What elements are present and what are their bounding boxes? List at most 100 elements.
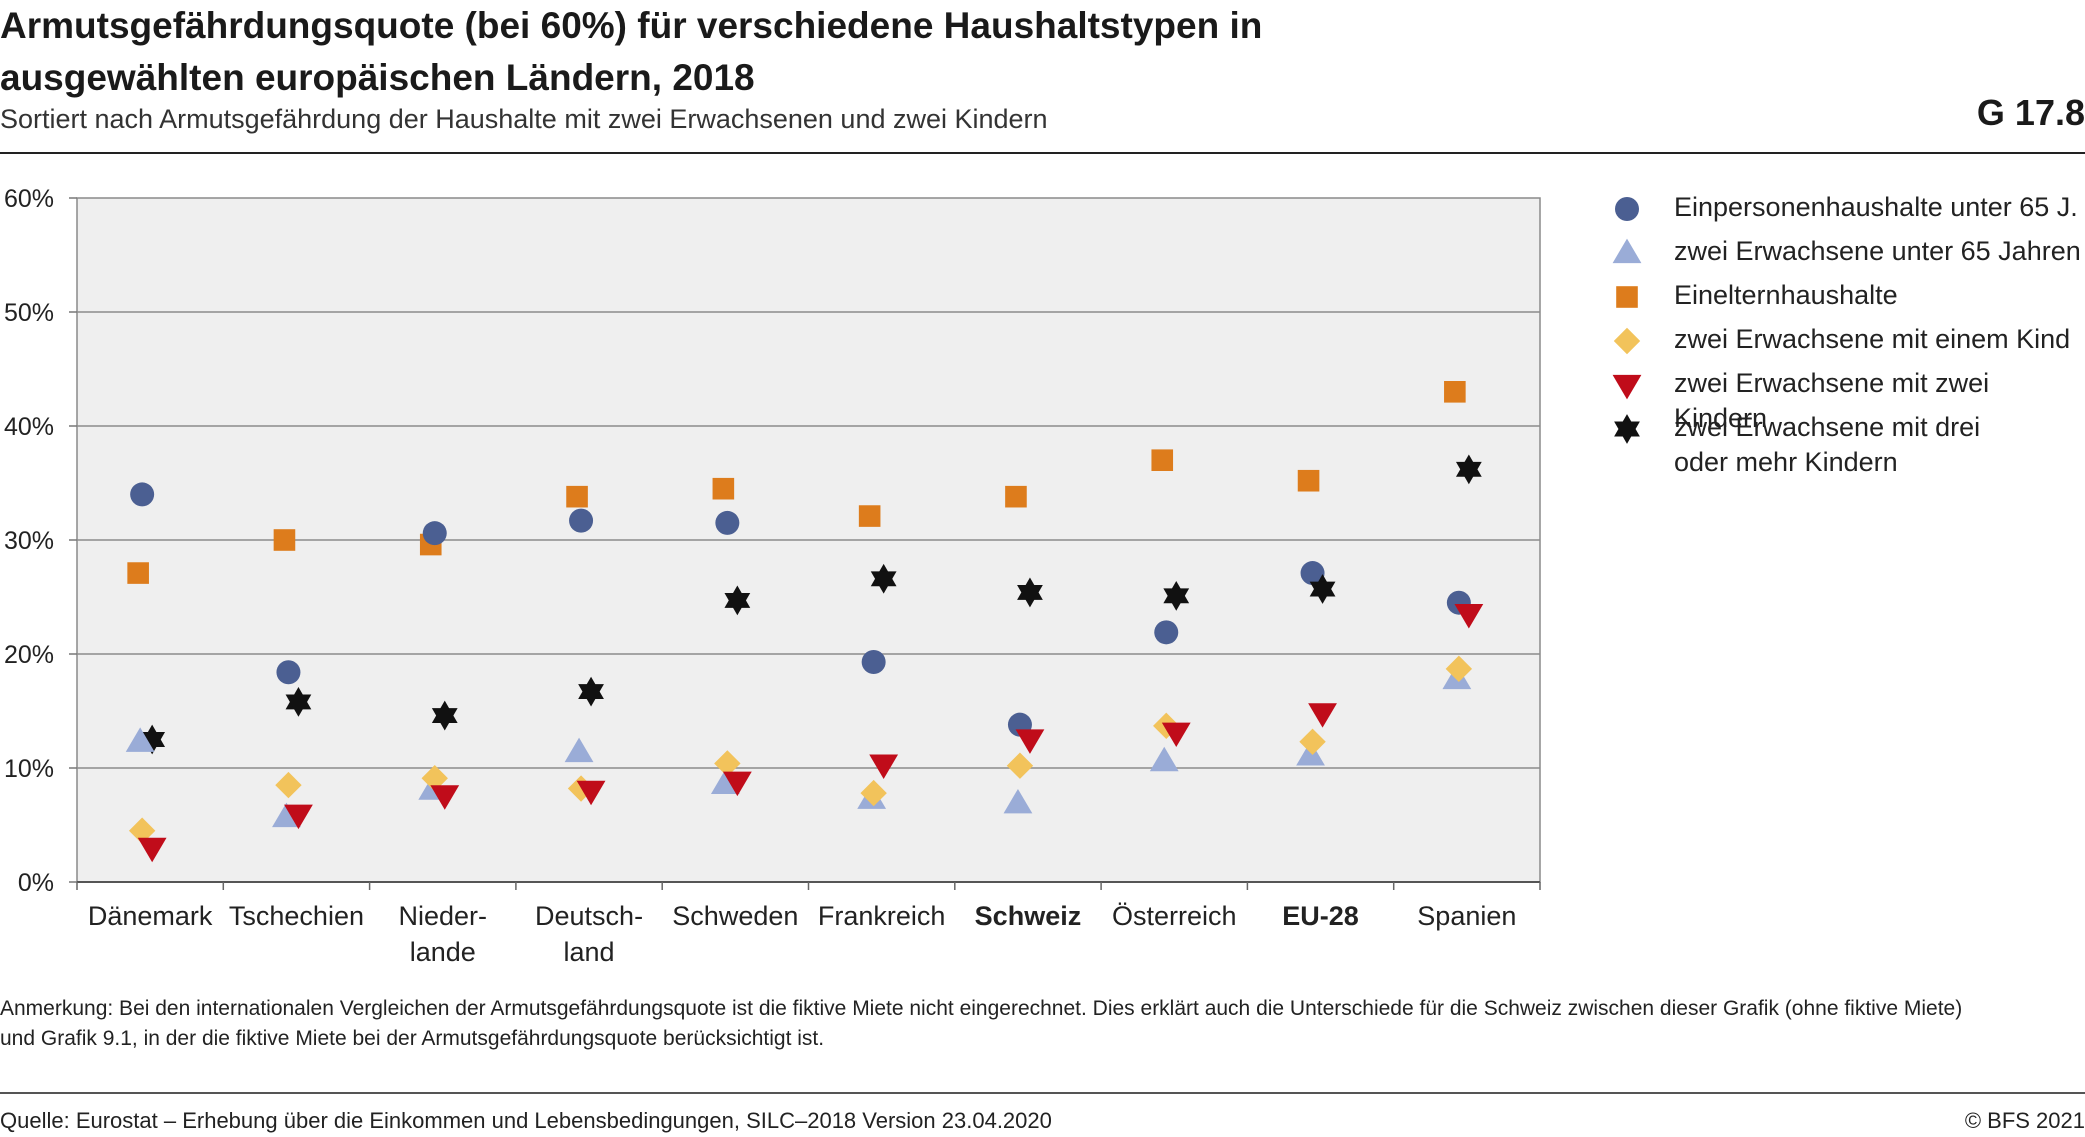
x-tick-label: Nieder- [398, 901, 487, 931]
data-point-diamond [567, 775, 595, 802]
x-tick-label: Österreich [1112, 901, 1237, 931]
y-tick-label: 0% [18, 869, 54, 897]
legend-label: Einpersonenhaushalte unter 65 J. [1674, 192, 2078, 222]
y-tick-label: 50% [4, 299, 54, 327]
x-tick-label: Deutsch- [535, 901, 643, 931]
legend-marker [1612, 374, 1642, 400]
legend-marker [1616, 286, 1638, 308]
footnote: Anmerkung: Bei den internationalen Vergl… [0, 997, 1963, 1050]
data-point-circle [861, 649, 886, 674]
data-point-triangle-up [1003, 788, 1033, 814]
data-point-star6-part [724, 592, 751, 616]
data-point-star6 [431, 700, 458, 731]
legend-marker-triangle-up [1612, 238, 1642, 264]
data-point-star6 [285, 687, 312, 717]
data-point-star6-part [578, 684, 604, 707]
data-point-star6-part [1163, 588, 1190, 611]
data-point-triangle-up [125, 727, 155, 752]
legend-marker [1614, 414, 1640, 444]
legend-label: zwei Erwachsene mit zwei Kindern [1674, 368, 1990, 433]
legend-marker [1613, 327, 1641, 355]
y-tick-label: 10% [4, 755, 54, 783]
data-point-circle [1300, 561, 1325, 586]
chart-title: Armutsgefährdungsquote (bei 60%) für ver… [0, 5, 1263, 98]
data-point-circle [130, 482, 155, 507]
source-text: Quelle: Eurostat – Erhebung über die Ein… [0, 1108, 1052, 1133]
x-tick-label: land [564, 937, 615, 967]
data-point-star6-part [285, 694, 312, 717]
data-point-star6 [1163, 580, 1190, 611]
data-point-diamond [714, 750, 741, 777]
data-point-triangle-up [1296, 741, 1325, 766]
data-point-triangle-down [430, 785, 460, 810]
scatter-chart: 0% 10% 20% 30% 40% 50% 60% Dänemark Tschechien Ni… [4, 185, 1541, 967]
data-point-triangle-down [1454, 604, 1484, 629]
y-tick-label: 40% [4, 413, 54, 441]
data-point-circle [276, 660, 301, 685]
data-point-diamond [421, 765, 448, 792]
data-point-star6-part [1455, 461, 1482, 485]
data-point-star6 [724, 585, 751, 616]
data-point-diamond [1006, 752, 1034, 779]
x-tick-label: Frankreich [818, 901, 946, 931]
chart-subtitle: Sortiert nach Armutsgefährdung der Haush… [0, 104, 1048, 134]
legend-marker-diamond [1613, 327, 1641, 355]
y-tick-label: 60% [4, 185, 54, 213]
data-point-triangle-down [1161, 722, 1191, 748]
data-point-star6 [1017, 577, 1043, 608]
data-point-diamond [1299, 728, 1326, 755]
data-point-triangle-down [137, 837, 167, 863]
legend-label: zwei Erwachsene mit drei oder mehr Kinder… [1674, 412, 1981, 477]
legend-marker-square [1616, 286, 1638, 308]
data-point-star6 [1455, 454, 1482, 485]
data-point-triangle-up [564, 737, 594, 763]
copyright-text: © BFS 2021 [1964, 1108, 2085, 1133]
legend-marker-star6 [1614, 414, 1640, 444]
data-point-circle [569, 508, 594, 533]
data-point-square [858, 505, 881, 527]
legend-label: zwei Erwachsene unter 65 Jahren [1674, 236, 2081, 266]
data-point-star6 [1309, 574, 1336, 604]
data-point-circle [715, 510, 740, 535]
data-point-triangle-down [722, 771, 752, 797]
data-point-triangle-up [1149, 746, 1179, 772]
x-tick-label: Spanien [1417, 901, 1516, 931]
legend-marker [1615, 197, 1639, 221]
data-point-star6 [578, 676, 604, 707]
legend-marker-circle [1615, 197, 1639, 221]
data-point-circle [422, 521, 447, 546]
legend-marker-triangle-down [1612, 374, 1642, 400]
data-point-square [1151, 449, 1174, 471]
data-point-triangle-down [284, 804, 313, 830]
chart-code: G 17.8 [1976, 92, 2085, 133]
data-point-square [1297, 469, 1320, 492]
data-point-star6-part [870, 571, 897, 594]
data-point-square [712, 477, 735, 500]
data-point-square [273, 529, 296, 551]
data-point-star6-part [1017, 585, 1043, 608]
legend-label: zwei Erwachsene mit einem Kind [1674, 324, 2071, 354]
data-point-star6-part [1309, 581, 1336, 604]
x-tick-label: Schweiz [975, 901, 1082, 931]
footer-rule [0, 1092, 2085, 1094]
data-point-square [1444, 381, 1466, 403]
data-point-square [1005, 485, 1027, 508]
x-tick-label: lande [410, 937, 476, 967]
data-point-triangle-down [869, 754, 899, 779]
data-point-circle [1154, 620, 1179, 645]
header-rule [0, 152, 2085, 154]
data-point-diamond [128, 817, 156, 844]
y-tick-label: 20% [4, 641, 54, 669]
data-point-square [566, 485, 588, 508]
data-point-triangle-down [576, 780, 606, 806]
data-point-diamond [275, 771, 302, 799]
data-point-star6 [870, 563, 897, 594]
x-tick-label: Schweden [672, 901, 798, 931]
data-point-triangle-down [1308, 703, 1337, 728]
data-point-star6-part [431, 708, 458, 731]
legend-label: Einelternhaushalte [1674, 280, 1898, 310]
data-point-diamond [860, 779, 887, 807]
legend-marker [1612, 238, 1642, 264]
data-point-square [127, 562, 149, 584]
y-tick-label: 30% [4, 527, 54, 555]
